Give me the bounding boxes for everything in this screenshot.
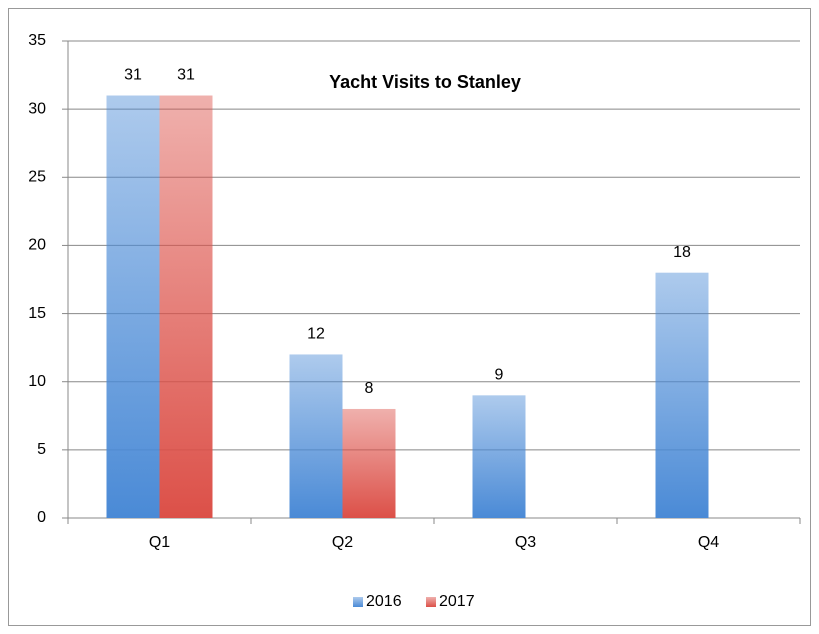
data-label: 31: [124, 67, 142, 84]
data-label: 9: [495, 367, 504, 384]
bar: [289, 354, 343, 518]
y-tick-label: 10: [28, 373, 46, 390]
bar: [655, 272, 709, 518]
legend-swatch: [426, 597, 436, 607]
data-label: 12: [307, 326, 325, 343]
data-label: 8: [365, 380, 374, 397]
data-label: 18: [673, 244, 691, 261]
x-tick-label: Q2: [332, 534, 353, 551]
y-tick-label: 25: [28, 169, 46, 186]
y-tick-label: 30: [28, 100, 46, 117]
y-tick-label: 0: [37, 509, 46, 526]
x-tick-label: Q1: [149, 534, 170, 551]
bar: [159, 95, 213, 518]
legend-label: 2016: [366, 593, 402, 610]
x-tick-label: Q3: [515, 534, 536, 551]
y-tick-label: 15: [28, 305, 46, 322]
bar: [342, 408, 396, 518]
data-label: 31: [177, 67, 195, 84]
y-tick-label: 35: [28, 32, 46, 49]
x-tick-label: Q4: [698, 534, 719, 551]
legend-label: 2017: [439, 593, 475, 610]
legend-swatch: [353, 597, 363, 607]
chart-title: Yacht Visits to Stanley: [329, 72, 521, 92]
bar: [472, 395, 526, 518]
y-tick-label: 20: [28, 237, 46, 254]
bar: [106, 95, 160, 518]
y-tick-label: 5: [37, 441, 46, 458]
